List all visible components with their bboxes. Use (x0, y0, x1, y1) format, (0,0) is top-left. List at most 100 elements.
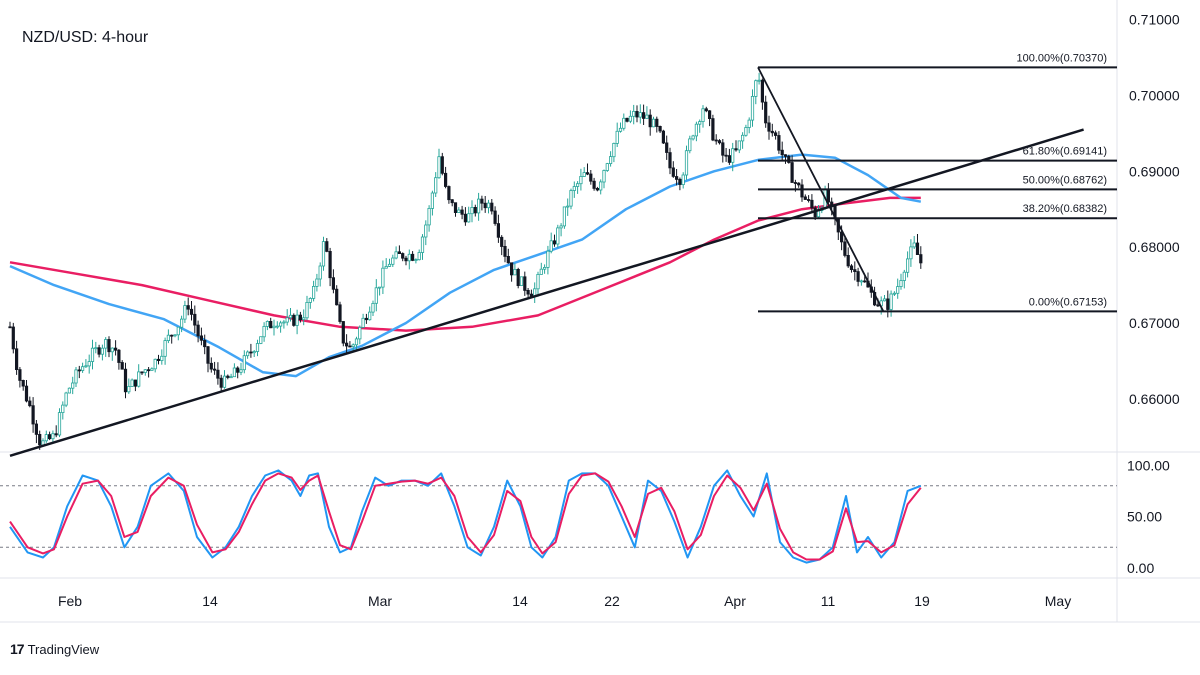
candle-body (744, 127, 748, 136)
candle-body (295, 314, 299, 326)
candle-body (417, 252, 421, 261)
candle-body (483, 202, 487, 209)
candle-body (708, 110, 712, 120)
candle-body (661, 130, 666, 144)
candle-body (476, 198, 481, 214)
candle-body (556, 227, 560, 245)
candle-body (688, 138, 692, 152)
candle-body (368, 311, 372, 321)
candle-body (206, 346, 210, 364)
candle-body (318, 265, 322, 280)
price-axis: 0.71000 0.70000 0.69000 0.68000 0.67000 0.660… (1129, 12, 1180, 407)
fib-level-label: 0.00%(0.67153) (1029, 296, 1107, 308)
candle-body (592, 180, 596, 189)
candle-body (387, 263, 392, 267)
time-tick-label: Feb (58, 593, 82, 609)
candle-body (252, 351, 256, 354)
candle-body (321, 241, 326, 267)
candle-body (760, 79, 765, 103)
candle-body (595, 187, 600, 191)
candle-body (259, 336, 263, 344)
candle-body (902, 271, 906, 281)
candle-body (612, 142, 616, 158)
candle-body (361, 317, 365, 328)
candle-body (377, 286, 382, 289)
candle-body (325, 241, 329, 252)
candle-body (711, 118, 715, 141)
candle-body (572, 186, 576, 191)
candle-body (549, 240, 553, 252)
candle-body (655, 118, 659, 127)
candle-body (81, 366, 85, 371)
candle-body (308, 297, 312, 303)
candle-body (242, 355, 246, 371)
candle-body (305, 301, 309, 319)
candle-body (526, 289, 530, 295)
candle-body (638, 112, 642, 118)
candle-body (249, 351, 253, 354)
candle-body (642, 112, 646, 119)
time-tick-label: Apr (724, 593, 746, 609)
candle-body (694, 123, 699, 137)
candle-body (48, 434, 52, 440)
candle-body (810, 199, 814, 209)
candle-body (519, 276, 524, 286)
candle-body (906, 258, 910, 273)
candle-body (354, 338, 359, 346)
candle-body (351, 344, 355, 347)
candle-body (298, 314, 303, 321)
price-tick-label: 0.68000 (1129, 239, 1180, 255)
candle-body (114, 347, 118, 351)
candle-body (137, 371, 141, 387)
candle-body (764, 101, 768, 124)
candle-body (496, 223, 501, 238)
candle-body (292, 314, 296, 326)
time-tick-label: 19 (914, 593, 930, 609)
candle-body (371, 302, 375, 313)
candle-body (14, 348, 19, 370)
candle-body (245, 351, 250, 357)
candle-body (77, 369, 81, 372)
candle-body (780, 149, 784, 156)
candle-body (364, 317, 369, 321)
time-tick-label: Mar (368, 593, 392, 609)
candle-body (391, 257, 395, 265)
candle-body (569, 190, 573, 207)
candle-body (447, 186, 451, 201)
candle-body (133, 379, 137, 387)
candle-body (767, 122, 771, 132)
candle-body (486, 202, 491, 209)
candle-body (434, 177, 438, 194)
candle-body (668, 152, 672, 169)
candle-body (440, 156, 444, 174)
candle-body (843, 241, 847, 256)
candle-body (189, 308, 194, 315)
candle-body (625, 117, 629, 122)
candle-body (176, 326, 180, 336)
candle-body (691, 135, 695, 140)
candle-body (919, 254, 923, 264)
candle-body (120, 362, 124, 370)
candle-body (269, 320, 273, 329)
candle-body (714, 139, 718, 142)
candle-body (863, 280, 867, 283)
candle-body (437, 156, 441, 179)
candle-body (219, 377, 223, 388)
candle-body (675, 176, 679, 180)
candle-body (602, 170, 606, 183)
candle-body (750, 96, 755, 121)
candle-body (645, 114, 649, 119)
candle-body (539, 268, 543, 275)
candle-body (146, 369, 151, 372)
candle-body (856, 271, 860, 282)
fibonacci-retracement: 100.00%(0.70370) 61.80%(0.69141) 50.00%(0.… (758, 52, 1117, 313)
candle-body (278, 322, 283, 327)
candle-body (31, 405, 35, 425)
candle-body (628, 115, 633, 122)
candle-body (473, 206, 477, 214)
candle-body (513, 268, 517, 276)
candle-body (678, 178, 682, 185)
candle-body (727, 155, 732, 163)
candle-body (64, 392, 68, 406)
candle-body (331, 277, 336, 290)
